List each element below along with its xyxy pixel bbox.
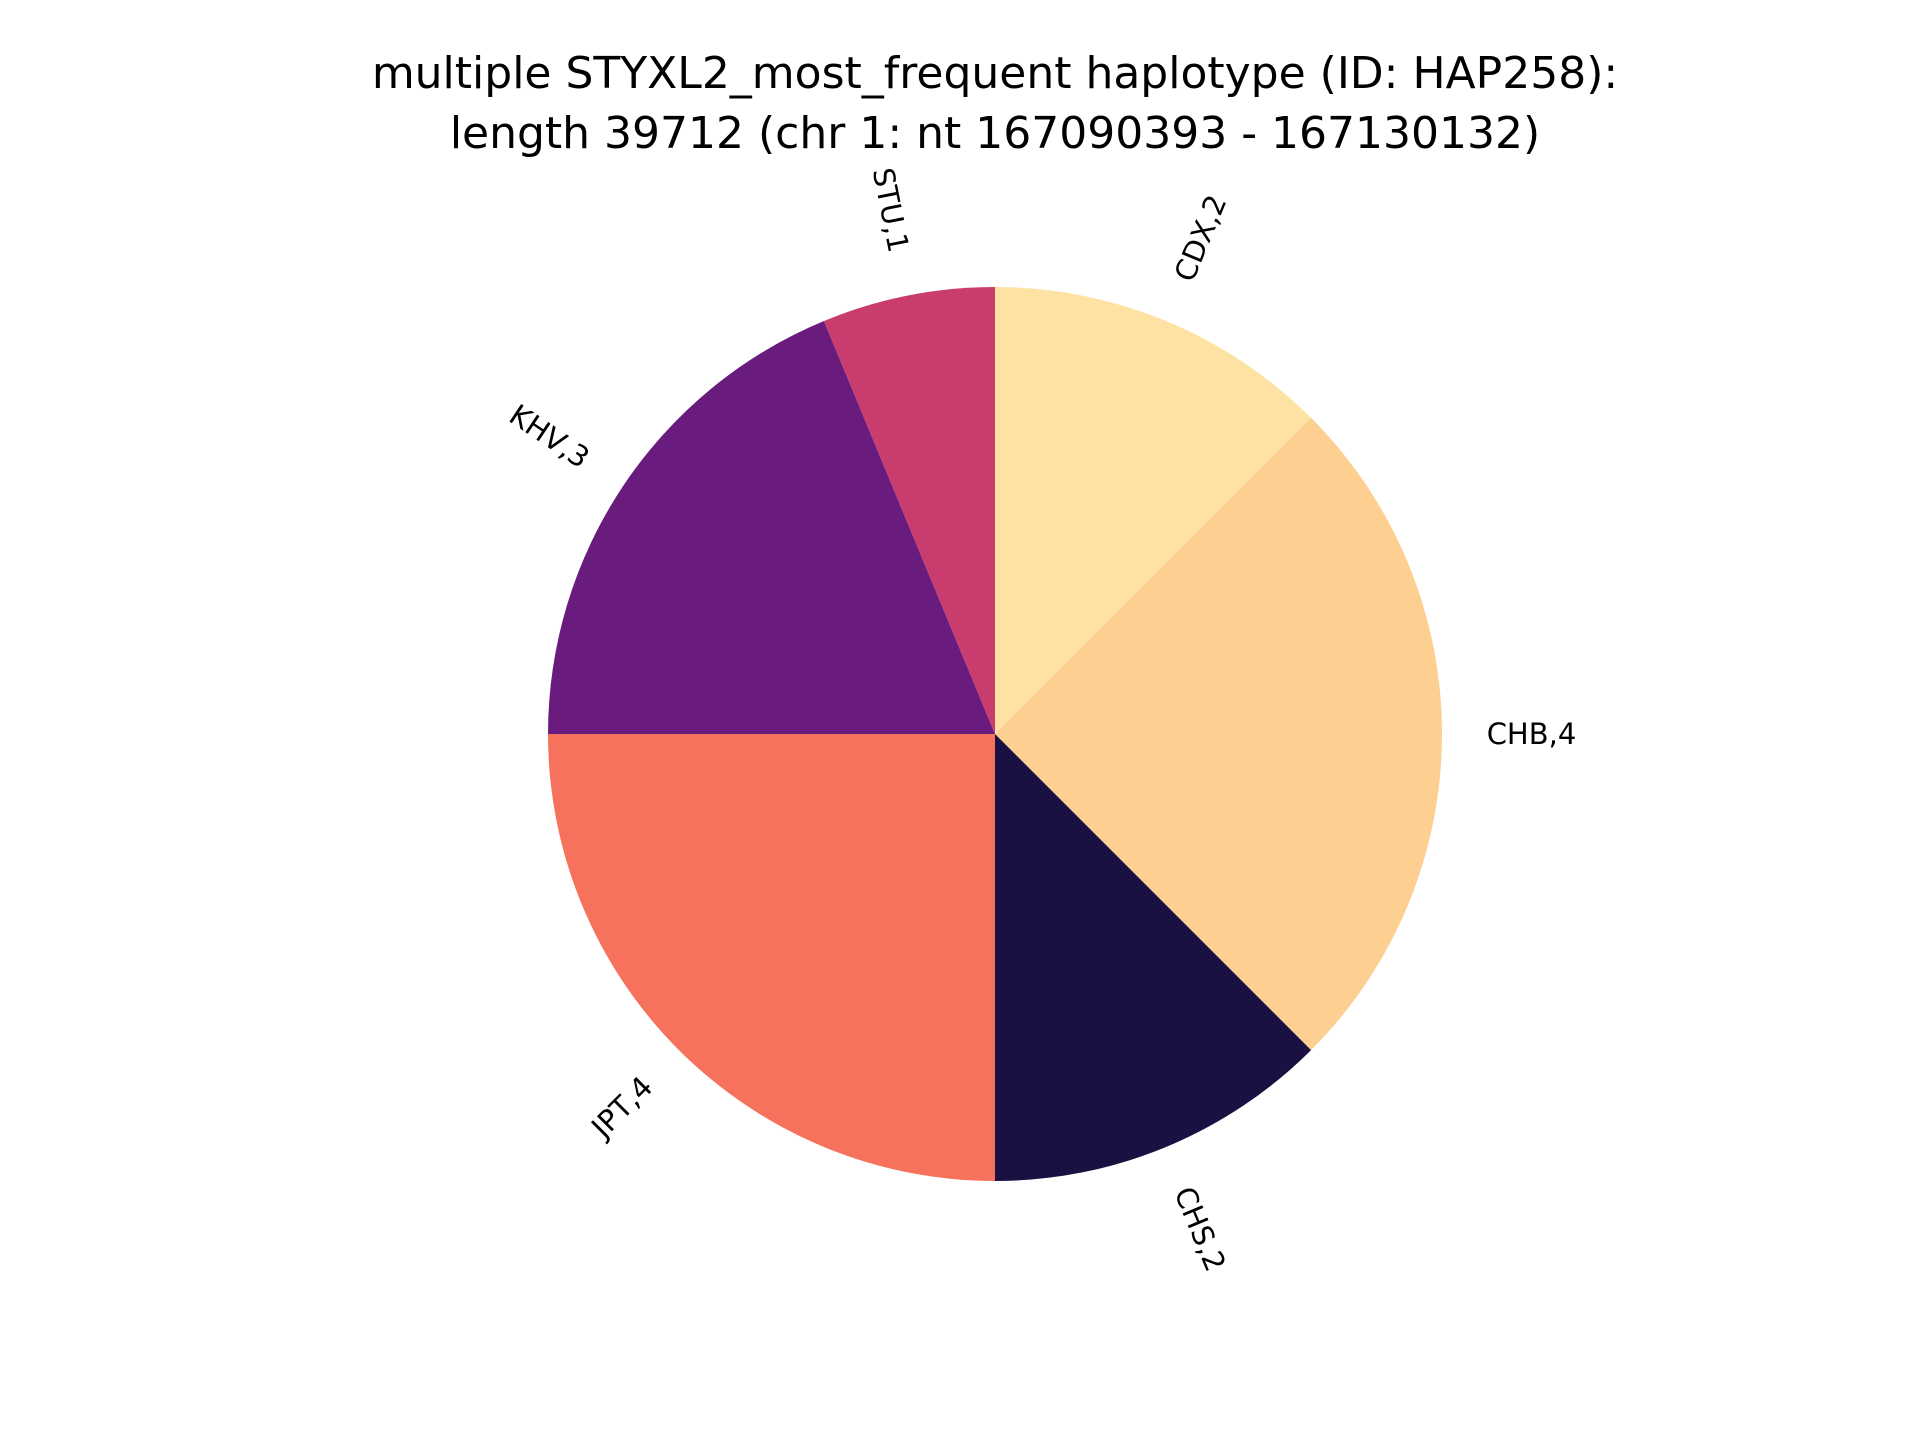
- pie-slice-chs: [995, 734, 1312, 1181]
- pie-label-cdx: CDX,2: [1167, 190, 1233, 286]
- pie-label-stu: STU,1: [866, 165, 916, 255]
- pie-slice-jpt: [548, 734, 995, 1181]
- pie-label-chb: CHB,4: [1487, 717, 1577, 751]
- pie-label-jpt: JPT,4: [583, 1070, 659, 1146]
- pie-slice-chb: [995, 417, 1443, 1051]
- pie-slice-khv: [548, 321, 995, 734]
- pie-slice-cdx: [995, 287, 1312, 734]
- pie-slice-stu: [823, 287, 995, 734]
- pie-label-chs: CHS,2: [1167, 1182, 1232, 1276]
- pie-label-khv: KHV,3: [503, 398, 595, 475]
- chart-title-line-1: multiple STYXL2_most_frequent haplotype …: [372, 48, 1618, 99]
- pie-slices: [548, 287, 1443, 1181]
- chart-title-line-2: length 39712 (chr 1: nt 167090393 - 1671…: [450, 108, 1540, 159]
